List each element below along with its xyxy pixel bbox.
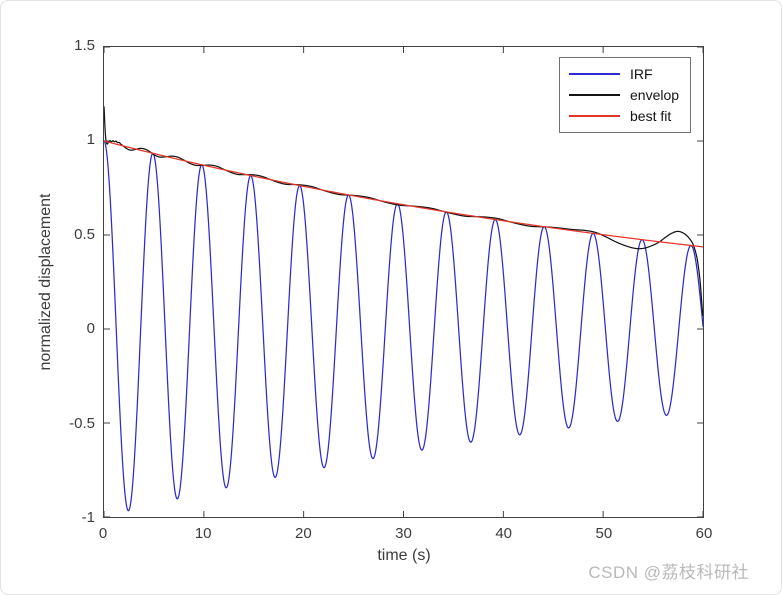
x-tick-label: 60 (695, 525, 713, 542)
x-tick-label: 0 (98, 525, 108, 542)
envelop-line (104, 106, 703, 317)
tick-marks (104, 47, 703, 517)
best-fit-line (104, 140, 703, 248)
best-fit-line-swatch (569, 115, 620, 118)
irf-line (104, 140, 703, 512)
y-tick-label: 1.5 (74, 37, 95, 54)
irf-line-swatch (569, 72, 620, 75)
x-axis-label: time (s) (377, 547, 431, 564)
y-tick-label: -0.5 (69, 414, 95, 432)
x-tick-label: 30 (395, 525, 412, 542)
y-tick-label: 1 (86, 131, 95, 149)
plot-canvas (104, 47, 703, 517)
y-tick-label: -1 (81, 509, 95, 526)
envelop-line-swatch (569, 93, 620, 96)
x-tick-label: 40 (495, 525, 512, 542)
legend-item-irf: IRF (569, 66, 690, 82)
x-tick-label: 20 (294, 525, 312, 542)
y-axis-label: normalized displacement (37, 193, 54, 371)
x-tick-label: 50 (595, 525, 613, 542)
y-tick-label: 0 (86, 320, 95, 338)
x-tick-label: 10 (194, 525, 212, 542)
legend-label: best fit (630, 108, 672, 125)
y-tick-label: 0.5 (74, 225, 95, 243)
legend-label: envelop (630, 86, 680, 103)
legend: IRF envelop best fit (559, 57, 691, 133)
watermark: CSDN @荔枝科研社 (588, 563, 749, 582)
legend-item-envelop: envelop (569, 87, 690, 103)
legend-label: IRF (630, 65, 653, 82)
legend-item-best-fit: best fit (569, 108, 690, 124)
